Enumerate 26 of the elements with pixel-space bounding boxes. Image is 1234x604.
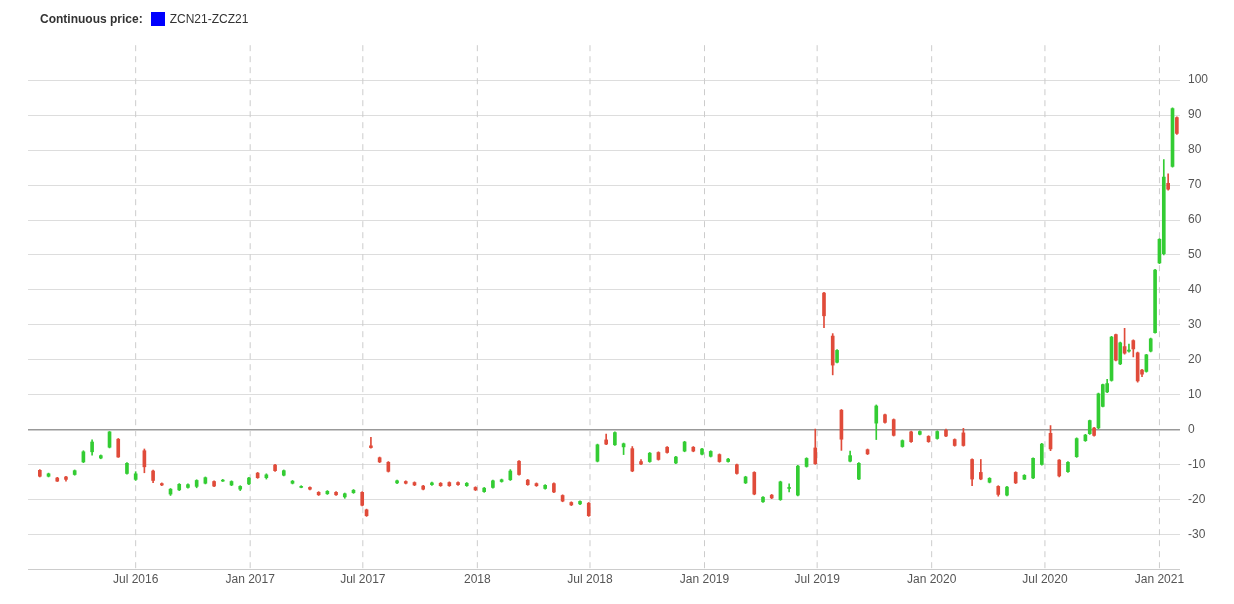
x-tick-label: Jul 2018 bbox=[567, 572, 613, 587]
x-tick-label: Jan 2017 bbox=[225, 572, 276, 587]
y-tick-label: -30 bbox=[1187, 526, 1206, 541]
x-tick-label: Jul 2017 bbox=[340, 572, 386, 587]
x-tick-label: 2018 bbox=[463, 572, 492, 587]
x-tick-label: Jul 2016 bbox=[112, 572, 159, 587]
y-tick-label: 60 bbox=[1187, 212, 1202, 227]
x-tick-label: Jul 2020 bbox=[1022, 572, 1068, 587]
x-tick-label: Jul 2019 bbox=[794, 572, 841, 587]
y-tick-label: 40 bbox=[1187, 282, 1202, 297]
legend-title: Continuous price: bbox=[40, 12, 143, 26]
x-tick-label: Jan 2019 bbox=[679, 572, 730, 587]
y-tick-label: 30 bbox=[1187, 317, 1202, 332]
y-tick-label: 10 bbox=[1187, 387, 1202, 402]
y-tick-label: 90 bbox=[1187, 107, 1202, 122]
y-tick-label: -10 bbox=[1187, 457, 1206, 472]
text: ZCN21-ZCZ21 bbox=[169, 12, 249, 26]
y-tick-label: 100 bbox=[1187, 72, 1209, 87]
y-tick-label: 80 bbox=[1187, 142, 1202, 157]
x-tick-label: Jan 2020 bbox=[906, 572, 957, 587]
y-tick-label: 50 bbox=[1187, 247, 1202, 262]
y-tick-label: -20 bbox=[1187, 491, 1206, 506]
y-tick-label: 0 bbox=[1187, 422, 1195, 437]
y-tick-label: 70 bbox=[1187, 177, 1202, 192]
y-tick-label: 20 bbox=[1187, 352, 1202, 367]
x-tick-label: Jan 2021 bbox=[1134, 572, 1185, 587]
